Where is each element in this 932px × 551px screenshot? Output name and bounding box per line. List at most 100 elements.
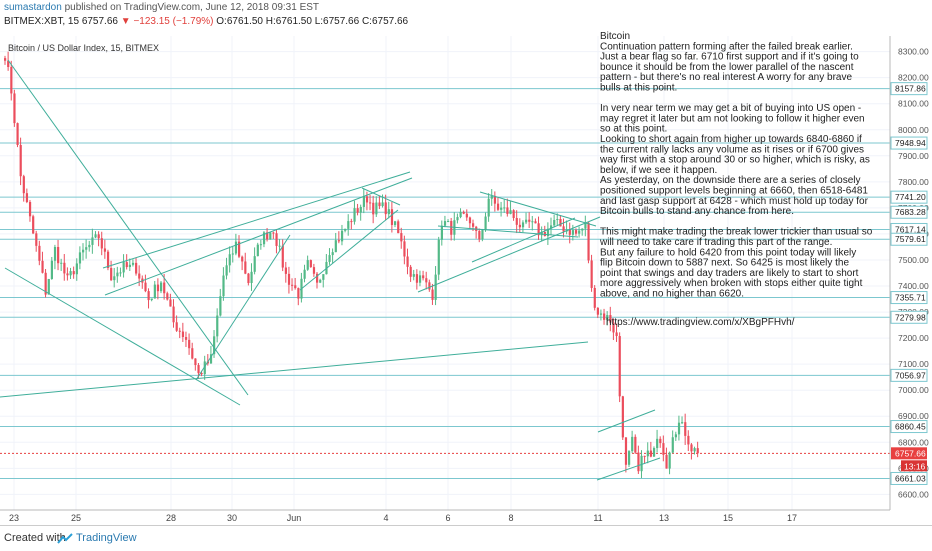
down-arrow-icon: ▼ (120, 16, 131, 27)
candle-body (500, 207, 503, 210)
trend-line (7, 59, 249, 396)
time-tick-label: 25 (71, 513, 81, 523)
trend-line (299, 209, 399, 291)
candle-body (540, 232, 543, 236)
candle-body (521, 222, 525, 228)
candle-body (553, 219, 556, 226)
candle-body (175, 322, 178, 331)
note-line: Continuation pattern forming after the f… (600, 41, 853, 52)
tradingview-brand-link[interactable]: TradingView (76, 532, 137, 544)
candle-body (640, 455, 643, 472)
candle-body (599, 313, 603, 315)
candle-body (259, 244, 263, 246)
price-chart[interactable]: Bitcoin / US Dollar Index, 15, BITMEX Bi… (0, 0, 932, 525)
trend-line (417, 216, 601, 293)
author-link[interactable]: sumastardon (4, 2, 62, 13)
last-price: 6757.66 (81, 16, 118, 27)
candle-body (63, 262, 66, 274)
candle-body (253, 256, 256, 272)
candle-body (525, 219, 528, 223)
candle-body (378, 202, 381, 207)
candle-body (546, 228, 550, 237)
level-tag-label: 7279.98 (895, 312, 926, 322)
candle-body (203, 361, 206, 375)
candle-body (571, 230, 575, 235)
candle-body (44, 272, 47, 295)
note-line: positioned support levels beginning at 6… (600, 186, 868, 197)
candle-body (472, 223, 475, 227)
candle-body (256, 244, 259, 257)
candle-body (375, 202, 378, 215)
candle-body (238, 241, 241, 257)
level-tag (890, 205, 928, 219)
candle-body (369, 202, 372, 204)
candle-body (97, 234, 100, 239)
candle-body (562, 226, 565, 232)
level-tag (890, 136, 928, 150)
candle-body (481, 230, 484, 240)
candle-body (125, 262, 128, 268)
candle-body (478, 230, 481, 240)
candle-body (103, 248, 107, 252)
candle-body (693, 448, 696, 452)
candle-body (381, 202, 384, 207)
countdown-tag (901, 460, 927, 472)
candle-body (319, 279, 322, 283)
candle-body (409, 266, 412, 277)
candle-body (372, 202, 375, 215)
created-with-label: Created with (4, 532, 66, 544)
candle-body (615, 332, 618, 337)
time-tick-label: 13 (659, 513, 669, 523)
candle-body (7, 60, 10, 67)
level-tag-label: 7056.97 (895, 370, 926, 380)
candle-body (447, 221, 450, 223)
candle-body (646, 450, 649, 457)
candle-body (609, 315, 612, 323)
price-tick-label: 8000.00 (898, 125, 929, 135)
level-tag-label: 7741.20 (895, 192, 926, 202)
candle-body (459, 211, 462, 218)
level-tag-label: 7683.28 (895, 207, 926, 217)
candle-body (496, 203, 500, 210)
candle-body (82, 249, 85, 253)
candle-body (534, 221, 537, 224)
price-axis: 8300.00 8200.00 8100.00 8000.00 7900.00 7800.… (890, 47, 929, 499)
tradingview-logo-icon (57, 533, 73, 544)
candle-body (537, 223, 540, 236)
trend-lines (0, 59, 661, 481)
candle-body (353, 208, 356, 222)
candle-body (150, 298, 153, 301)
candle-body (222, 275, 225, 297)
price-tick-label: 7100.00 (898, 359, 929, 369)
candle-body (684, 422, 687, 436)
candle-body (169, 299, 172, 307)
note-line: In very near term we may get a bit of bu… (600, 103, 861, 114)
candle-body (116, 272, 119, 277)
level-tag-label: 8157.86 (895, 84, 926, 94)
candle-body (66, 273, 69, 276)
candle-body (284, 267, 287, 274)
candle-body (665, 454, 668, 469)
candle-body (397, 221, 400, 234)
price-tick-label: 6900.00 (898, 411, 929, 421)
candle-body (603, 313, 606, 320)
note-line: below, if we see it happen. (600, 165, 717, 176)
candle-body (456, 217, 459, 221)
candle-body (200, 373, 203, 375)
candle-body (618, 336, 621, 397)
candle-body (156, 284, 160, 292)
candle-body (531, 221, 534, 223)
candle-body (131, 262, 135, 265)
time-tick-label: 8 (508, 513, 513, 523)
candle-body (244, 261, 247, 274)
candle-body (574, 230, 578, 234)
candle-body (556, 219, 559, 221)
candle-body (394, 221, 397, 225)
countdown-label: 13:16 (904, 461, 926, 471)
trend-line (4, 267, 241, 406)
horizontal-levels (0, 88, 890, 479)
candle-body (147, 291, 150, 301)
candle-body (440, 225, 443, 240)
time-tick-label: 11 (593, 513, 602, 523)
candle-body (412, 274, 415, 277)
